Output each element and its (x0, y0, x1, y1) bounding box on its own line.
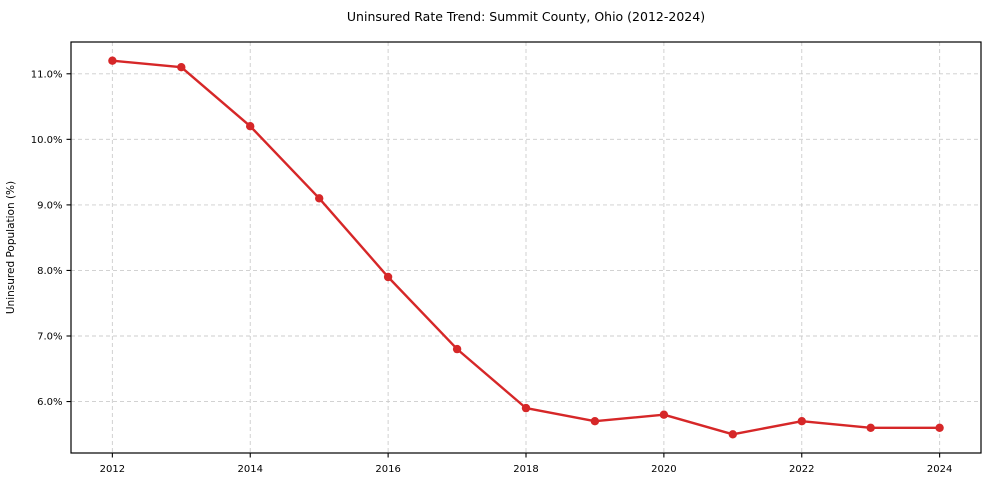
y-tick-label: 7.0% (37, 331, 62, 342)
data-point-2013 (177, 62, 186, 72)
data-point-2015 (315, 194, 324, 203)
data-point-2018 (521, 403, 531, 413)
y-tick-label: 9.0% (37, 200, 62, 211)
chart-title: Uninsured Rate Trend: Summit County, Ohi… (347, 9, 705, 24)
data-point-2022 (797, 417, 806, 426)
data-point-2017 (452, 344, 462, 354)
y-tick-label: 10.0% (31, 135, 63, 146)
y-axis-label: Uninsured Population (%) (5, 181, 17, 314)
x-tick-label: 2014 (238, 464, 263, 475)
data-point-2024 (935, 423, 944, 432)
data-point-2014 (246, 122, 255, 131)
grid-layer (71, 42, 981, 453)
data-point-2012 (108, 56, 117, 65)
series-layer (108, 56, 944, 439)
x-tick-label: 2012 (100, 464, 125, 475)
x-tick-label: 2024 (927, 464, 952, 475)
x-tick-label: 2016 (375, 464, 400, 475)
data-point-2023 (866, 423, 875, 432)
x-tick-label: 2022 (789, 464, 814, 475)
x-tick-label: 2018 (513, 464, 538, 475)
data-point-2021 (728, 430, 737, 439)
y-tick-label: 8.0% (37, 266, 62, 277)
data-point-2019 (590, 417, 600, 426)
ticks-layer: 6.0% 7.0% 8.0% 9.0% 10.0% 11.0% 2012 2014 2016 20… (31, 69, 953, 475)
y-tick-label: 11.0% (31, 69, 63, 80)
data-point-2020 (659, 410, 669, 419)
y-tick-label: 6.0% (37, 397, 62, 408)
data-point-2016 (383, 272, 393, 282)
x-tick-label: 2020 (651, 464, 676, 475)
